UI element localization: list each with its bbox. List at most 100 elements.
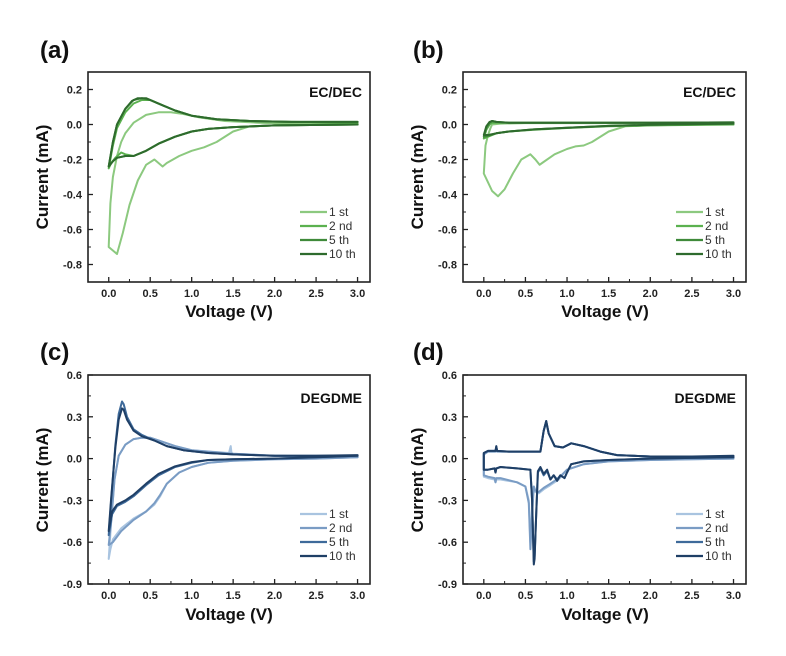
x-tick-label: 3.0 [350,590,365,602]
x-axis-title: Voltage (V) [561,605,649,624]
x-tick-label: 3.0 [350,288,365,300]
series-line-2nd [482,421,735,551]
x-tick-label: 2.5 [308,590,323,602]
y-tick-label: -0.9 [438,579,457,591]
x-tick-label: 2.5 [308,288,323,300]
y-tick-label: -0.2 [63,155,82,167]
x-tick-label: 0.0 [101,288,116,300]
legend-label: 5 th [705,535,725,549]
y-axis-title: Current (mA) [408,125,427,230]
series-line-1st [482,122,735,198]
y-tick-label: -0.6 [63,225,82,237]
panel-d: (d) DEGDME Voltage (V) Current (mA) 0.0 0… [408,339,747,624]
y-tick-label: 0.6 [442,370,457,382]
x-tick-label: 1.5 [601,288,616,300]
legend-label: 10 th [329,549,356,563]
panel-label: (c) [40,339,69,366]
y-tick-label: 0.3 [442,412,457,424]
y-tick-label: -0.8 [63,260,82,272]
legend-label: 2 nd [329,219,352,233]
y-tick-label: 0.3 [67,412,82,424]
x-tick-label: 1.0 [559,590,574,602]
x-tick-label: 2.0 [267,590,282,602]
y-tick-label: -0.4 [438,190,458,202]
y-tick-label: -0.2 [438,155,457,167]
x-tick-label: 0.0 [101,590,116,602]
legend-label: 5 th [329,535,349,549]
x-tick-label: 1.0 [184,590,199,602]
series-line-10th [107,97,359,168]
series-line-10th [482,420,735,566]
x-tick-label: 2.0 [267,288,282,300]
series-group [107,97,359,255]
series-line-5th [107,400,359,537]
y-tick-label: 0.0 [442,454,457,466]
legend-label: 1 st [329,507,349,521]
series-line-1st [107,111,359,255]
y-tick-label: 0.2 [442,85,457,97]
series-line-1st [482,421,735,544]
legend-label: 2 nd [705,521,728,535]
x-tick-label: 1.5 [225,590,240,602]
x-tick-label: 1.5 [225,288,240,300]
x-tick-label: 1.5 [601,590,616,602]
y-tick-label: -0.3 [438,495,457,507]
legend-label: 2 nd [705,219,728,233]
y-tick-label: -0.6 [63,537,82,549]
x-tick-label: 1.0 [184,288,199,300]
x-tick-label: 2.0 [643,288,658,300]
panel-c: (c) DEGDME Voltage (V) Current (mA) 0.0 0… [33,339,371,624]
y-tick-label: -0.9 [63,579,82,591]
x-tick-label: 0.5 [518,590,533,602]
legend-label: 5 th [705,233,725,247]
electrolyte-annotation: EC/DEC [683,84,736,100]
plot-frame [462,71,747,283]
y-axis-title: Current (mA) [33,428,52,533]
series-line-2nd [107,436,359,546]
panel-b: (b) EC/DEC Voltage (V) Current (mA) 0.0 0… [408,37,747,321]
y-axis-title: Current (mA) [33,125,52,230]
series-line-2nd [107,99,359,170]
x-tick-label: 0.0 [476,590,491,602]
panel-a: (a) EC/DEC Voltage (V) Current (mA) 0.0 0… [33,37,371,321]
y-tick-label: -0.6 [438,537,457,549]
legend-label: 1 st [705,205,725,219]
legend-label: 1 st [329,205,349,219]
series-group [107,400,359,560]
x-tick-label: 2.5 [684,288,699,300]
electrolyte-annotation: EC/DEC [309,84,362,100]
y-tick-label: -0.8 [438,260,457,272]
legend-label: 10 th [705,247,732,261]
x-axis-title: Voltage (V) [185,605,273,624]
legend-label: 1 st [705,507,725,521]
x-tick-label: 2.5 [684,590,699,602]
legend-label: 10 th [329,247,356,261]
x-axis-title: Voltage (V) [561,302,649,321]
y-tick-label: 0.0 [442,120,457,132]
series-line-5th [482,420,735,563]
x-tick-label: 2.0 [643,590,658,602]
electrolyte-annotation: DEGDME [675,390,736,406]
x-tick-label: 0.5 [143,288,158,300]
panel-label: (d) [413,339,444,366]
y-tick-label: 0.6 [67,370,82,382]
x-axis-title: Voltage (V) [185,302,273,321]
y-tick-label: -0.3 [63,495,82,507]
x-tick-label: 0.5 [143,590,158,602]
legend-label: 5 th [329,233,349,247]
x-tick-label: 1.0 [559,288,574,300]
x-tick-label: 0.5 [518,288,533,300]
y-axis-title: Current (mA) [408,428,427,533]
series-group [482,120,735,198]
y-tick-label: 0.0 [67,120,82,132]
x-tick-label: 3.0 [726,590,741,602]
legend-label: 2 nd [329,521,352,535]
y-tick-label: 0.2 [67,85,82,97]
series-line-10th [107,407,359,533]
y-tick-label: -0.4 [63,190,83,202]
